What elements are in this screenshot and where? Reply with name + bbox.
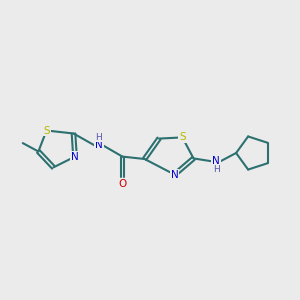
Text: S: S xyxy=(43,125,50,136)
Text: N: N xyxy=(95,140,103,151)
Text: N: N xyxy=(212,156,220,167)
Text: H: H xyxy=(96,133,102,142)
Text: H: H xyxy=(213,165,219,174)
Text: O: O xyxy=(118,178,127,189)
Text: S: S xyxy=(179,132,186,142)
Text: N: N xyxy=(71,152,79,162)
Text: N: N xyxy=(171,169,178,180)
